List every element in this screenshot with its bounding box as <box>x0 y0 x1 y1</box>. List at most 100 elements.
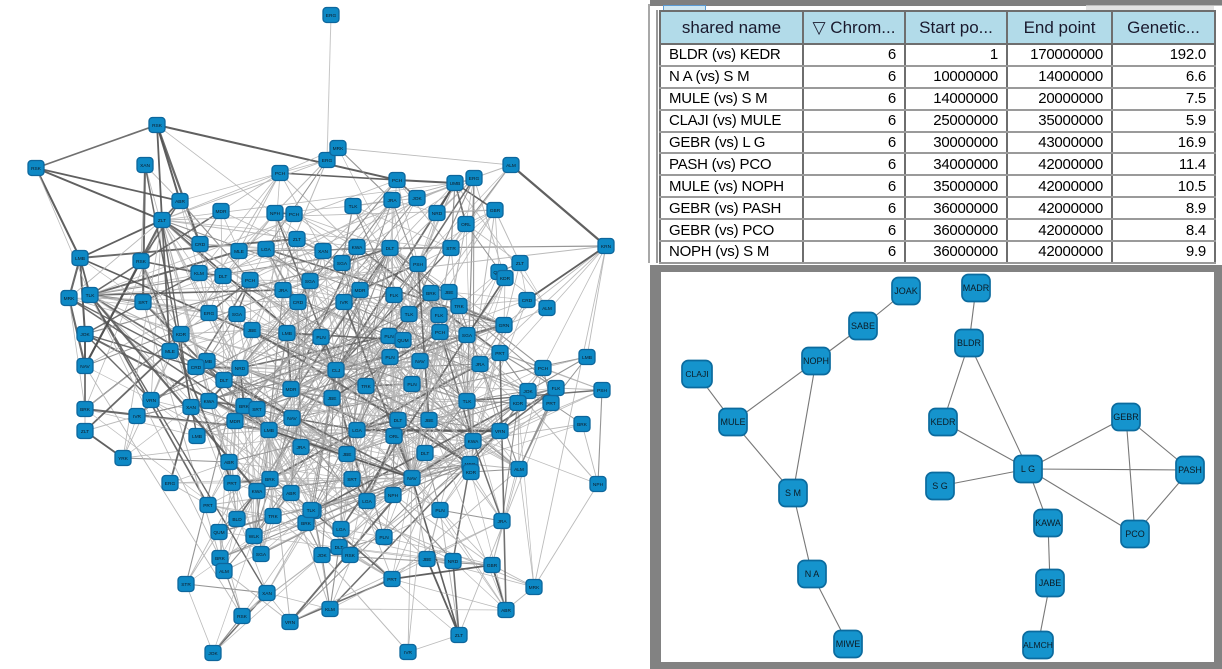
svg-text:ERG: ERG <box>322 158 333 164</box>
svg-text:RSK: RSK <box>31 166 42 172</box>
svg-text:KWA: KWA <box>468 439 480 445</box>
svg-text:L G: L G <box>1021 464 1035 474</box>
svg-text:CRD: CRD <box>522 298 533 304</box>
svg-text:SGA: SGA <box>462 333 473 339</box>
svg-text:NPH: NPH <box>593 482 604 488</box>
svg-text:WLK: WLK <box>249 534 260 540</box>
svg-text:LMB: LMB <box>282 331 292 337</box>
svg-text:SGA: SGA <box>305 279 316 285</box>
svg-text:PCH: PCH <box>245 278 256 284</box>
svg-text:ALM: ALM <box>514 467 524 473</box>
svg-text:PLN: PLN <box>435 508 445 514</box>
svg-text:ZLT: ZLT <box>158 218 166 224</box>
svg-text:TRK: TRK <box>361 384 371 390</box>
svg-text:ERG: ERG <box>204 311 215 317</box>
svg-text:FLK: FLK <box>435 313 445 319</box>
svg-text:PLN: PLN <box>384 334 394 340</box>
svg-text:MDR: MDR <box>216 209 227 215</box>
svg-text:BRK: BRK <box>239 404 250 410</box>
svg-text:PRT: PRT <box>495 351 505 357</box>
svg-text:CRD: CRD <box>293 300 304 306</box>
svg-text:YRK: YRK <box>118 456 129 462</box>
svg-text:ZLT: ZLT <box>516 261 524 267</box>
svg-text:CLJ: CLJ <box>332 368 341 374</box>
svg-text:BLD: BLD <box>232 517 242 523</box>
svg-text:IVR: IVR <box>133 414 142 420</box>
svg-text:XAN: XAN <box>186 405 196 411</box>
svg-text:ALM: ALM <box>542 306 552 312</box>
svg-text:TLK: TLK <box>349 204 359 210</box>
svg-text:JRA: JRA <box>296 445 306 451</box>
svg-text:NAV: NAV <box>415 359 425 365</box>
svg-text:MRK: MRK <box>64 296 75 302</box>
svg-text:DLT: DLT <box>421 451 430 457</box>
svg-text:PCH: PCH <box>392 178 403 184</box>
svg-text:GEBR: GEBR <box>1113 412 1139 422</box>
svg-text:ALMCH: ALMCH <box>1023 640 1053 650</box>
svg-text:JRA: JRA <box>278 288 288 294</box>
svg-text:LGA: LGA <box>261 247 271 253</box>
svg-text:JBE: JBE <box>343 452 352 458</box>
svg-text:GRN: GRN <box>499 323 510 329</box>
svg-text:TRK: TRK <box>454 304 464 310</box>
svg-text:SGA: SGA <box>337 261 348 267</box>
svg-text:BLDR: BLDR <box>957 338 982 348</box>
svg-text:KDR: KDR <box>513 401 524 407</box>
svg-text:MRK: MRK <box>333 146 344 152</box>
svg-text:PLN: PLN <box>316 335 326 341</box>
svg-text:JABE: JABE <box>1039 578 1062 588</box>
svg-text:PSH: PSH <box>413 262 423 268</box>
svg-text:PCH: PCH <box>275 171 286 177</box>
svg-text:XAN: XAN <box>262 591 272 597</box>
svg-text:TLK: TLK <box>86 293 96 299</box>
svg-text:SRT: SRT <box>347 477 357 483</box>
svg-text:CRD: CRD <box>191 365 202 371</box>
svg-text:JOAK: JOAK <box>894 286 918 296</box>
svg-text:MULE: MULE <box>720 417 745 427</box>
svg-text:TLK: TLK <box>405 312 415 318</box>
svg-text:KLM: KLM <box>325 607 335 613</box>
svg-text:JOK: JOK <box>412 196 422 202</box>
svg-text:KDR: KDR <box>500 276 511 282</box>
svg-text:PLN: PLN <box>385 355 395 361</box>
svg-text:MRK: MRK <box>529 585 540 591</box>
svg-text:UMB: UMB <box>450 181 461 187</box>
svg-text:SRT: SRT <box>138 300 148 306</box>
svg-text:DLT: DLT <box>386 246 395 252</box>
svg-text:PCH: PCH <box>538 366 549 372</box>
svg-text:JBE: JBE <box>248 328 257 334</box>
svg-text:JBE: JBE <box>425 418 434 424</box>
svg-text:CRD: CRD <box>195 242 206 248</box>
svg-text:ERG: ERG <box>326 13 337 19</box>
svg-text:NRD: NRD <box>432 211 443 217</box>
svg-text:SGA: SGA <box>232 312 243 318</box>
svg-text:NPH: NPH <box>270 211 281 217</box>
svg-text:RSK: RSK <box>345 553 356 559</box>
svg-text:TRK: TRK <box>268 514 278 520</box>
svg-text:NRD: NRD <box>235 366 246 372</box>
svg-text:ZLT: ZLT <box>293 237 301 243</box>
svg-text:PLN: PLN <box>379 535 389 541</box>
svg-text:PASH: PASH <box>1178 465 1202 475</box>
svg-text:MDR: MDR <box>230 419 241 425</box>
svg-text:VRN: VRN <box>146 398 157 404</box>
svg-text:LMB: LMB <box>264 428 274 434</box>
svg-text:JRA: JRA <box>387 198 397 204</box>
svg-text:ORL: ORL <box>461 222 471 228</box>
svg-text:BRK: BRK <box>265 477 276 483</box>
svg-text:KLM: KLM <box>194 271 204 277</box>
svg-text:KDR: KDR <box>176 332 187 338</box>
svg-text:JBE: JBE <box>445 290 454 296</box>
svg-text:STR: STR <box>446 246 456 252</box>
svg-text:NAV: NAV <box>80 364 90 370</box>
svg-text:IVR: IVR <box>404 650 413 656</box>
svg-text:BRK: BRK <box>80 407 91 413</box>
svg-text:KWA: KWA <box>204 399 216 405</box>
svg-text:KWA: KWA <box>252 489 264 495</box>
svg-text:MIWE: MIWE <box>836 639 861 649</box>
svg-text:JBE: JBE <box>328 396 337 402</box>
svg-text:VRN: VRN <box>495 429 506 435</box>
svg-text:FLK: FLK <box>552 386 562 392</box>
svg-text:NAV: NAV <box>407 476 417 482</box>
svg-text:DLT: DLT <box>394 418 403 424</box>
